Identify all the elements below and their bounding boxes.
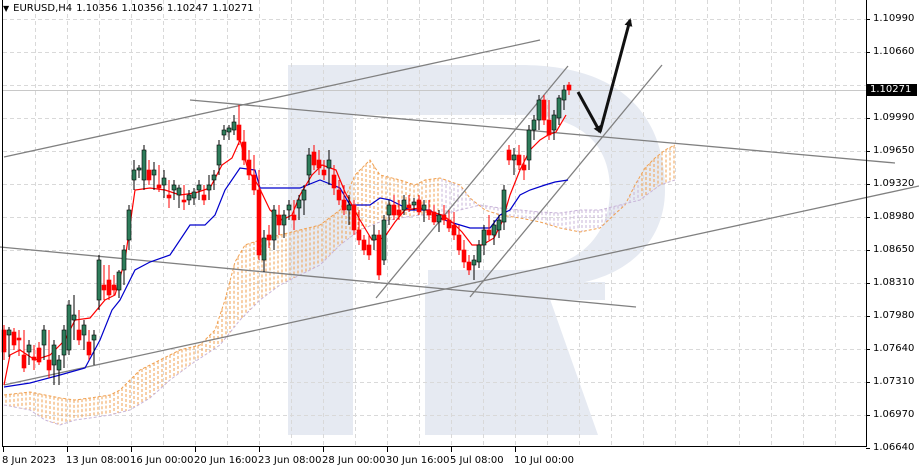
trendline — [3, 185, 919, 386]
price-axis-label: 1.07980 — [873, 310, 915, 321]
chart-title-bar: ▼ EURUSD,H4 1.10356 1.10356 1.10247 1.10… — [3, 3, 254, 14]
tenkan-sen-line — [3, 114, 567, 386]
ichimoku-cloud — [3, 144, 676, 426]
price-axis-label: 1.08310 — [873, 277, 915, 288]
arrow — [598, 18, 633, 133]
price-axis-label: 1.07640 — [873, 343, 915, 354]
price-axis-label: 1.06640 — [873, 442, 915, 453]
price-axis-label: 1.06970 — [873, 409, 915, 420]
open-value: 1.10356 — [76, 3, 118, 14]
high-value: 1.10356 — [121, 3, 163, 14]
trendlines[interactable] — [0, 39, 919, 386]
time-axis-label: 13 Jun 08:00 — [66, 455, 130, 466]
low-value: 1.10247 — [166, 3, 209, 14]
price-axis-label: 1.09320 — [873, 178, 915, 189]
time-axis-ticks — [3, 447, 516, 452]
triangle-down-icon[interactable]: ▼ — [3, 4, 10, 13]
time-axis-label: 20 Jun 16:00 — [194, 455, 258, 466]
current-price-tag: 1.10271 — [867, 84, 917, 96]
price-axis-label: 1.10660 — [873, 46, 915, 57]
grid-lines — [3, 0, 866, 446]
forecast-arrows[interactable] — [576, 18, 633, 134]
time-axis-label: 16 Jun 00:00 — [130, 455, 194, 466]
symbol-label: EURUSD,H4 — [13, 3, 73, 14]
time-axis-label: 28 Jun 00:00 — [322, 455, 386, 466]
watermark-logo — [288, 65, 665, 435]
trendline — [469, 64, 663, 298]
trendline — [375, 65, 569, 299]
kijun-sen-line — [3, 167, 569, 388]
trendline — [3, 39, 541, 158]
trendline — [0, 246, 637, 308]
price-axis-label: 1.08650 — [873, 244, 915, 255]
trendline — [189, 99, 896, 164]
price-axis-label: 1.08980 — [873, 211, 915, 222]
time-axis-label: 5 Jul 08:00 — [450, 455, 504, 466]
time-axis-label: 30 Jun 16:00 — [386, 455, 450, 466]
candlesticks — [1, 82, 572, 385]
time-axis-label: 10 Jul 00:00 — [514, 455, 574, 466]
price-axis-label: 1.07310 — [873, 376, 915, 387]
time-axis-label: 8 Jun 2023 — [2, 455, 56, 466]
close-value: 1.10271 — [212, 3, 254, 14]
time-axis-label: 23 Jun 08:00 — [258, 455, 322, 466]
price-axis-label: 1.10990 — [873, 13, 915, 24]
arrow — [576, 91, 602, 134]
price-axis-label: 1.09990 — [873, 112, 915, 123]
price-axis-label: 1.09650 — [873, 145, 915, 156]
